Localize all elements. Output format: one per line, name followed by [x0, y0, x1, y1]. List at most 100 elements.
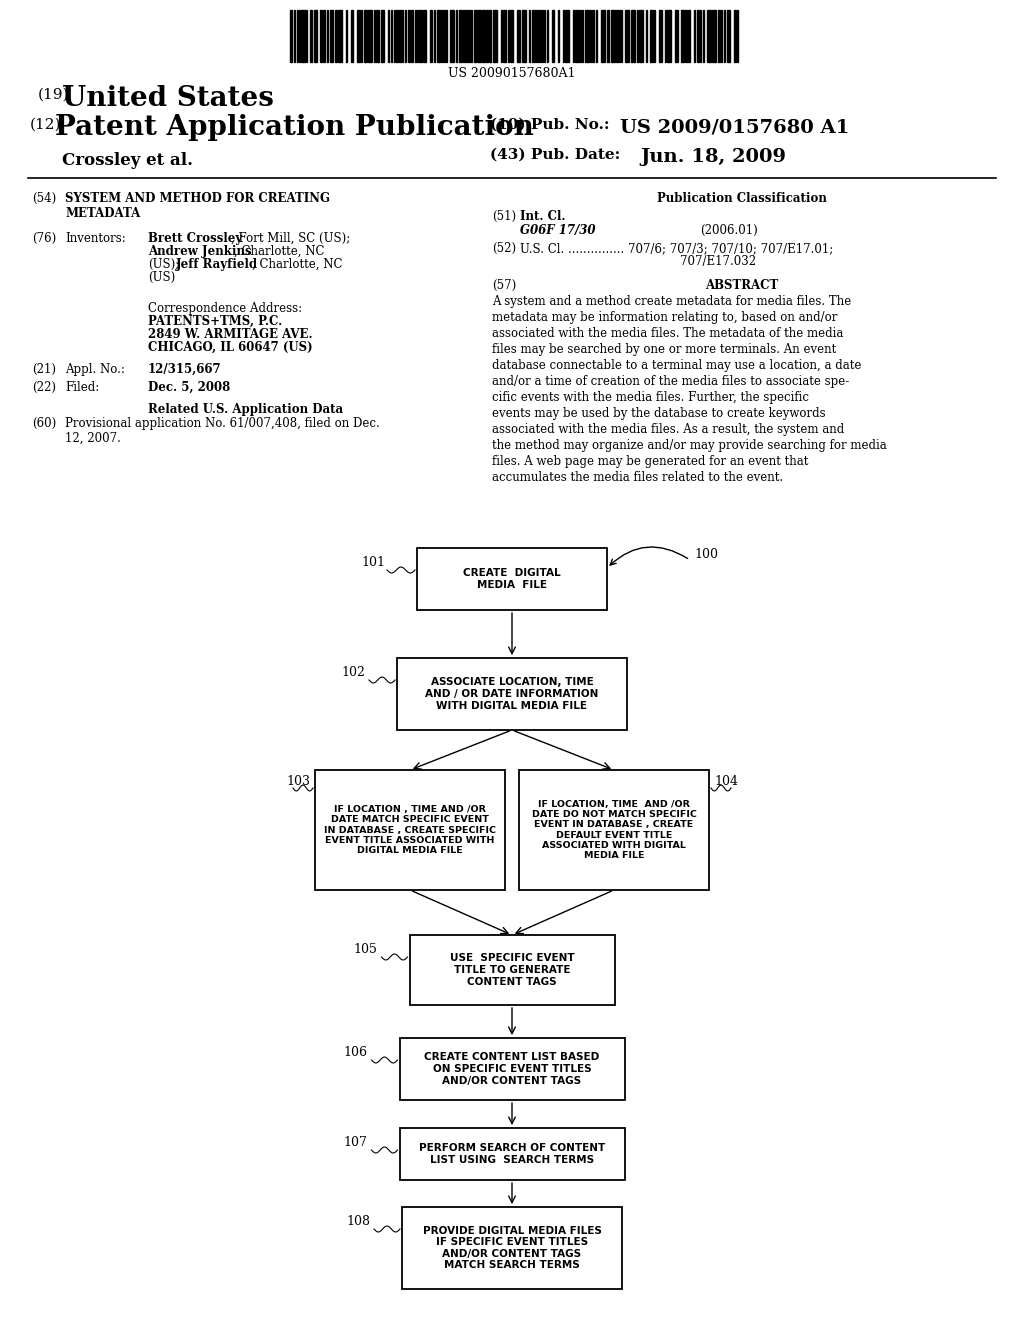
Bar	[616, 11, 618, 62]
Bar	[338, 11, 342, 62]
Bar	[565, 11, 569, 62]
Text: , Fort Mill, SC (US);: , Fort Mill, SC (US);	[231, 232, 350, 246]
Bar	[468, 11, 470, 62]
Text: 107: 107	[344, 1137, 368, 1148]
Text: (60): (60)	[32, 417, 56, 430]
Text: Patent Application Publication: Patent Application Publication	[55, 114, 534, 141]
Bar	[357, 11, 360, 62]
Text: CHICAGO, IL 60647 (US): CHICAGO, IL 60647 (US)	[148, 341, 312, 354]
Bar	[625, 11, 629, 62]
Bar	[445, 11, 447, 62]
Bar	[659, 11, 662, 62]
Bar	[532, 11, 534, 62]
FancyBboxPatch shape	[410, 935, 614, 1005]
Text: (2006.01): (2006.01)	[700, 224, 758, 238]
Text: Filed:: Filed:	[65, 381, 99, 393]
Bar	[330, 11, 333, 62]
Bar	[579, 11, 581, 62]
Text: (22): (22)	[32, 381, 56, 393]
Text: Related U.S. Application Data: Related U.S. Application Data	[148, 403, 343, 416]
Bar	[319, 11, 322, 62]
Text: (10) Pub. No.:: (10) Pub. No.:	[490, 117, 609, 132]
Bar	[301, 11, 305, 62]
Text: Int. Cl.: Int. Cl.	[520, 210, 565, 223]
Bar	[685, 11, 687, 62]
Text: 105: 105	[353, 942, 378, 956]
Bar	[493, 11, 497, 62]
FancyBboxPatch shape	[402, 1206, 622, 1290]
Text: U.S. Cl. ............... 707/6; 707/3; 707/10; 707/E17.01;: U.S. Cl. ............... 707/6; 707/3; 7…	[520, 242, 834, 255]
Bar	[510, 11, 513, 62]
FancyBboxPatch shape	[417, 548, 607, 610]
Text: , Charlotte, NC: , Charlotte, NC	[252, 257, 342, 271]
Text: 12/315,667: 12/315,667	[148, 363, 221, 376]
Bar	[681, 11, 684, 62]
Bar	[381, 11, 384, 62]
Bar	[541, 11, 543, 62]
Text: Jun. 18, 2009: Jun. 18, 2009	[640, 148, 786, 166]
Bar	[408, 11, 410, 62]
Text: PROVIDE DIGITAL MEDIA FILES
IF SPECIFIC EVENT TITLES
AND/OR CONTENT TAGS
MATCH S: PROVIDE DIGITAL MEDIA FILES IF SPECIFIC …	[423, 1225, 601, 1270]
Bar	[707, 11, 711, 62]
Bar	[503, 11, 506, 62]
Bar	[474, 11, 476, 62]
Text: CREATE  DIGITAL
MEDIA  FILE: CREATE DIGITAL MEDIA FILE	[463, 568, 561, 590]
Text: US 20090157680A1: US 20090157680A1	[449, 67, 575, 81]
Text: Appl. No.:: Appl. No.:	[65, 363, 125, 376]
Bar	[639, 11, 643, 62]
Text: Crossley et al.: Crossley et al.	[62, 152, 193, 169]
Bar	[517, 11, 520, 62]
Bar	[314, 11, 317, 62]
Text: (57): (57)	[492, 279, 516, 292]
Text: 102: 102	[341, 667, 365, 678]
Bar	[592, 11, 594, 62]
Text: 106: 106	[343, 1045, 368, 1059]
Bar	[611, 11, 615, 62]
Text: (19): (19)	[38, 88, 70, 102]
Text: United States: United States	[62, 84, 273, 112]
Bar	[650, 11, 653, 62]
Text: 104: 104	[714, 775, 738, 788]
Text: (US): (US)	[148, 271, 175, 284]
FancyBboxPatch shape	[399, 1129, 625, 1180]
Text: Brett Crossley: Brett Crossley	[148, 232, 243, 246]
Bar	[399, 11, 401, 62]
Bar	[323, 11, 325, 62]
Bar	[376, 11, 379, 62]
Bar	[601, 11, 605, 62]
Text: PATENTS+TMS, P.C.: PATENTS+TMS, P.C.	[148, 315, 283, 327]
Text: Publication Classification: Publication Classification	[657, 191, 827, 205]
Bar	[667, 11, 671, 62]
FancyBboxPatch shape	[397, 657, 627, 730]
Text: ABSTRACT: ABSTRACT	[706, 279, 778, 292]
Bar	[290, 11, 292, 62]
Bar	[351, 11, 353, 62]
Bar	[734, 11, 736, 62]
Bar	[727, 11, 730, 62]
Text: (51): (51)	[492, 210, 516, 223]
Bar	[585, 11, 589, 62]
Text: , Charlotte, NC: , Charlotte, NC	[234, 246, 325, 257]
Bar	[697, 11, 699, 62]
Bar	[437, 11, 440, 62]
Bar	[688, 11, 690, 62]
Text: CREATE CONTENT LIST BASED
ON SPECIFIC EVENT TITLES
AND/OR CONTENT TAGS: CREATE CONTENT LIST BASED ON SPECIFIC EV…	[424, 1052, 600, 1085]
Bar	[368, 11, 372, 62]
Text: SYSTEM AND METHOD FOR CREATING
METADATA: SYSTEM AND METHOD FOR CREATING METADATA	[65, 191, 330, 220]
Bar	[450, 11, 454, 62]
Text: Jeff Rayfield: Jeff Rayfield	[176, 257, 258, 271]
Text: Dec. 5, 2008: Dec. 5, 2008	[148, 381, 230, 393]
Text: (43) Pub. Date:: (43) Pub. Date:	[490, 148, 621, 162]
Text: Correspondence Address:: Correspondence Address:	[148, 302, 302, 315]
Bar	[419, 11, 422, 62]
Text: Provisional application No. 61/007,408, filed on Dec.
12, 2007.: Provisional application No. 61/007,408, …	[65, 417, 380, 445]
Text: (76): (76)	[32, 232, 56, 246]
Bar	[411, 11, 413, 62]
Text: G06F 17/30: G06F 17/30	[520, 224, 596, 238]
Bar	[430, 11, 432, 62]
Text: US 2009/0157680 A1: US 2009/0157680 A1	[620, 117, 849, 136]
Text: 707/E17.032: 707/E17.032	[680, 255, 756, 268]
Bar	[675, 11, 678, 62]
Bar	[364, 11, 367, 62]
Bar	[459, 11, 462, 62]
